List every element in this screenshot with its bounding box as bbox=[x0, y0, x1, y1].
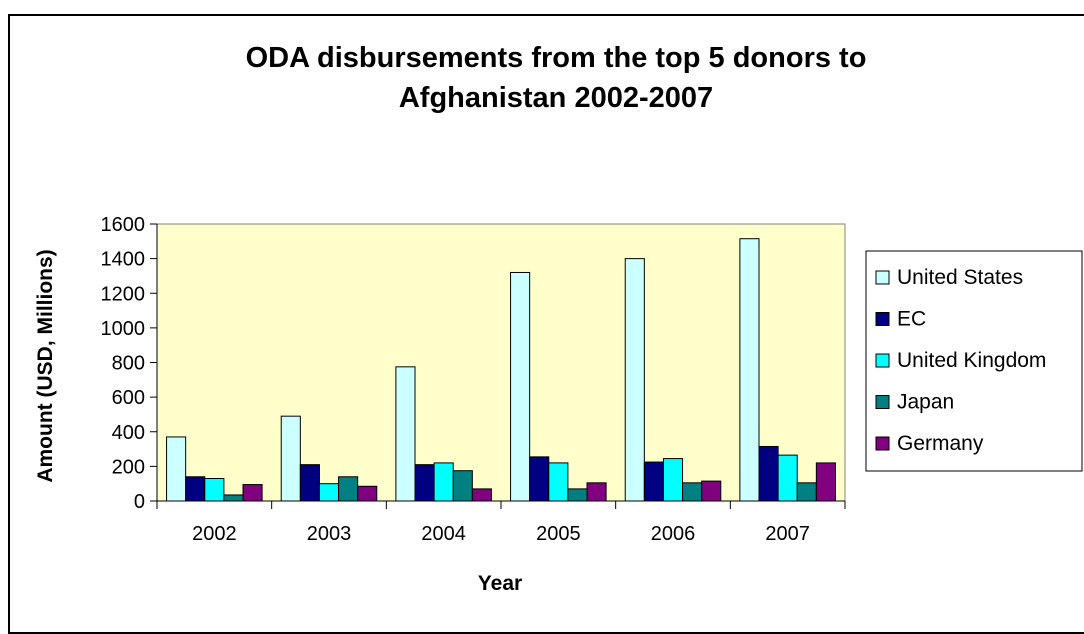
x-tick-label: 2002 bbox=[192, 523, 237, 545]
legend-swatch-united-states bbox=[875, 270, 890, 285]
x-axis: 2002 2003 2004 2005 2006 2007 bbox=[156, 500, 846, 545]
bars-group bbox=[166, 238, 836, 502]
bar-germany-2002 bbox=[242, 484, 263, 502]
bar-japan-2002 bbox=[223, 494, 244, 502]
legend-label-united-states: United States bbox=[897, 266, 1023, 289]
bar-united-kingdom-2005 bbox=[548, 462, 569, 502]
bar-japan-2007 bbox=[796, 482, 817, 502]
bar-ec-2006 bbox=[643, 461, 664, 502]
y-axis-title: Amount (USD, Millions) bbox=[34, 249, 57, 482]
bar-united-states-2006 bbox=[624, 258, 645, 502]
bar-germany-2005 bbox=[586, 482, 607, 502]
bar-united-kingdom-2006 bbox=[662, 458, 684, 502]
bar-united-states-2005 bbox=[510, 271, 531, 502]
y-tick-label: 0 bbox=[134, 491, 145, 513]
legend-label-germany: Germany bbox=[897, 432, 984, 455]
bar-germany-2003 bbox=[357, 485, 378, 502]
chart-title-line-2: Afghanistan 2002-2007 bbox=[399, 82, 713, 114]
y-tick-label: 800 bbox=[112, 353, 145, 375]
plot-area bbox=[156, 223, 846, 502]
x-axis-title: Year bbox=[478, 572, 522, 595]
bar-ec-2004 bbox=[414, 464, 435, 502]
legend-swatch-united-kingdom bbox=[875, 353, 890, 368]
bar-united-kingdom-2003 bbox=[318, 483, 340, 502]
legend-label-united-kingdom: United Kingdom bbox=[897, 349, 1046, 372]
y-tick-label: 600 bbox=[112, 387, 145, 409]
bar-japan-2003 bbox=[338, 476, 359, 502]
legend: United States EC United Kingdom Japan German… bbox=[865, 250, 1083, 472]
legend-swatch-ec bbox=[875, 312, 890, 326]
y-tick-label: 1200 bbox=[101, 283, 146, 305]
legend-swatch-japan bbox=[875, 395, 890, 409]
bar-germany-2004 bbox=[471, 488, 492, 502]
y-tick-label: 1400 bbox=[101, 249, 146, 271]
bar-germany-2007 bbox=[815, 462, 836, 502]
bar-united-kingdom-2002 bbox=[204, 477, 225, 502]
bar-japan-2006 bbox=[682, 482, 703, 502]
x-tick-label: 2005 bbox=[536, 523, 581, 545]
bar-japan-2005 bbox=[567, 488, 588, 502]
bar-japan-2004 bbox=[452, 470, 473, 502]
legend-box bbox=[865, 250, 1083, 472]
bar-ec-2005 bbox=[529, 456, 550, 502]
bar-united-kingdom-2007 bbox=[777, 454, 798, 502]
y-tick-label: 1000 bbox=[101, 318, 146, 340]
y-axis: 0 200 400 600 800 1000 1200 1400 1600 bbox=[101, 214, 158, 513]
x-tick-label: 2006 bbox=[651, 523, 696, 545]
bar-ec-2002 bbox=[185, 476, 206, 502]
bar-ec-2007 bbox=[758, 445, 779, 502]
x-tick-label: 2003 bbox=[307, 523, 352, 545]
legend-label-ec: EC bbox=[897, 308, 926, 331]
chart-title-line-1: ODA disbursements from the top 5 donors … bbox=[246, 42, 867, 74]
bar-united-states-2007 bbox=[739, 238, 760, 502]
legend-label-japan: Japan bbox=[897, 391, 954, 414]
x-tick-label: 2004 bbox=[421, 523, 466, 545]
bar-united-kingdom-2004 bbox=[433, 462, 454, 502]
legend-swatch-germany bbox=[875, 436, 890, 451]
y-tick-label: 200 bbox=[112, 456, 145, 478]
x-tick-label: 2007 bbox=[765, 523, 810, 545]
bar-united-states-2002 bbox=[166, 436, 187, 502]
bar-germany-2006 bbox=[701, 480, 722, 502]
bar-united-states-2003 bbox=[280, 415, 301, 502]
bar-ec-2003 bbox=[299, 464, 320, 502]
y-tick-label: 400 bbox=[112, 422, 145, 444]
y-tick-label: 1600 bbox=[101, 214, 146, 236]
bar-united-states-2004 bbox=[395, 366, 416, 502]
